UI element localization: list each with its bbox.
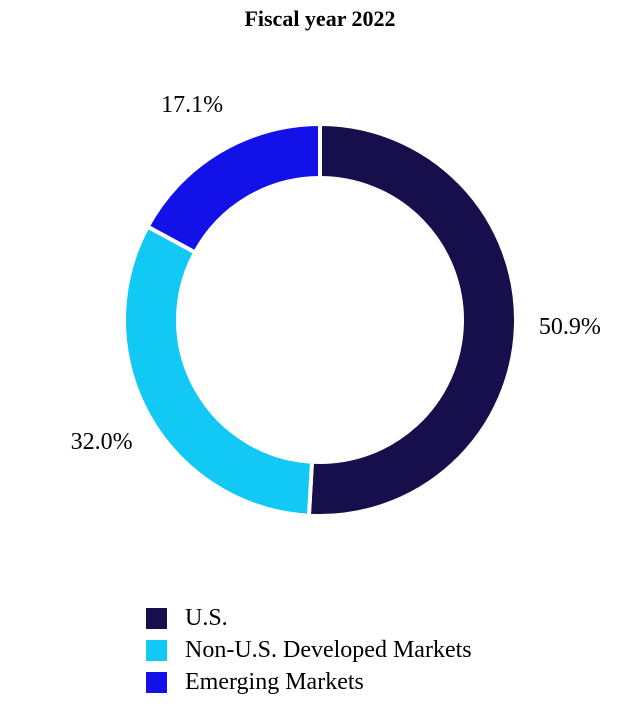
legend-label-us: U.S. [185,605,228,631]
legend-swatch-us [146,607,167,629]
slice-non-us-developed [122,223,315,518]
donut-chart: 50.9% 32.0% 17.1% [71,92,601,518]
legend-item-non-us-developed: Non-U.S. Developed Markets [146,634,472,666]
legend-label-emerging: Emerging Markets [185,669,364,695]
legend-item-emerging: Emerging Markets [146,666,472,698]
slice-emerging [144,121,322,256]
legend-label-non-us-developed: Non-U.S. Developed Markets [185,637,472,663]
data-label-non-us-developed: 32.0% [71,429,133,455]
legend-swatch-non-us-developed [146,639,167,661]
donut-slices [122,121,518,518]
legend-swatch-emerging [146,671,167,693]
legend-item-us: U.S. [146,602,472,634]
chart-legend: U.S. Non-U.S. Developed Markets Emerging… [146,602,472,698]
data-label-emerging: 17.1% [161,92,223,118]
data-labels: 50.9% 32.0% 17.1% [71,92,601,455]
slice-us [306,121,518,518]
chart-title: Fiscal year 2022 [244,6,396,31]
data-label-us: 50.9% [539,314,601,340]
